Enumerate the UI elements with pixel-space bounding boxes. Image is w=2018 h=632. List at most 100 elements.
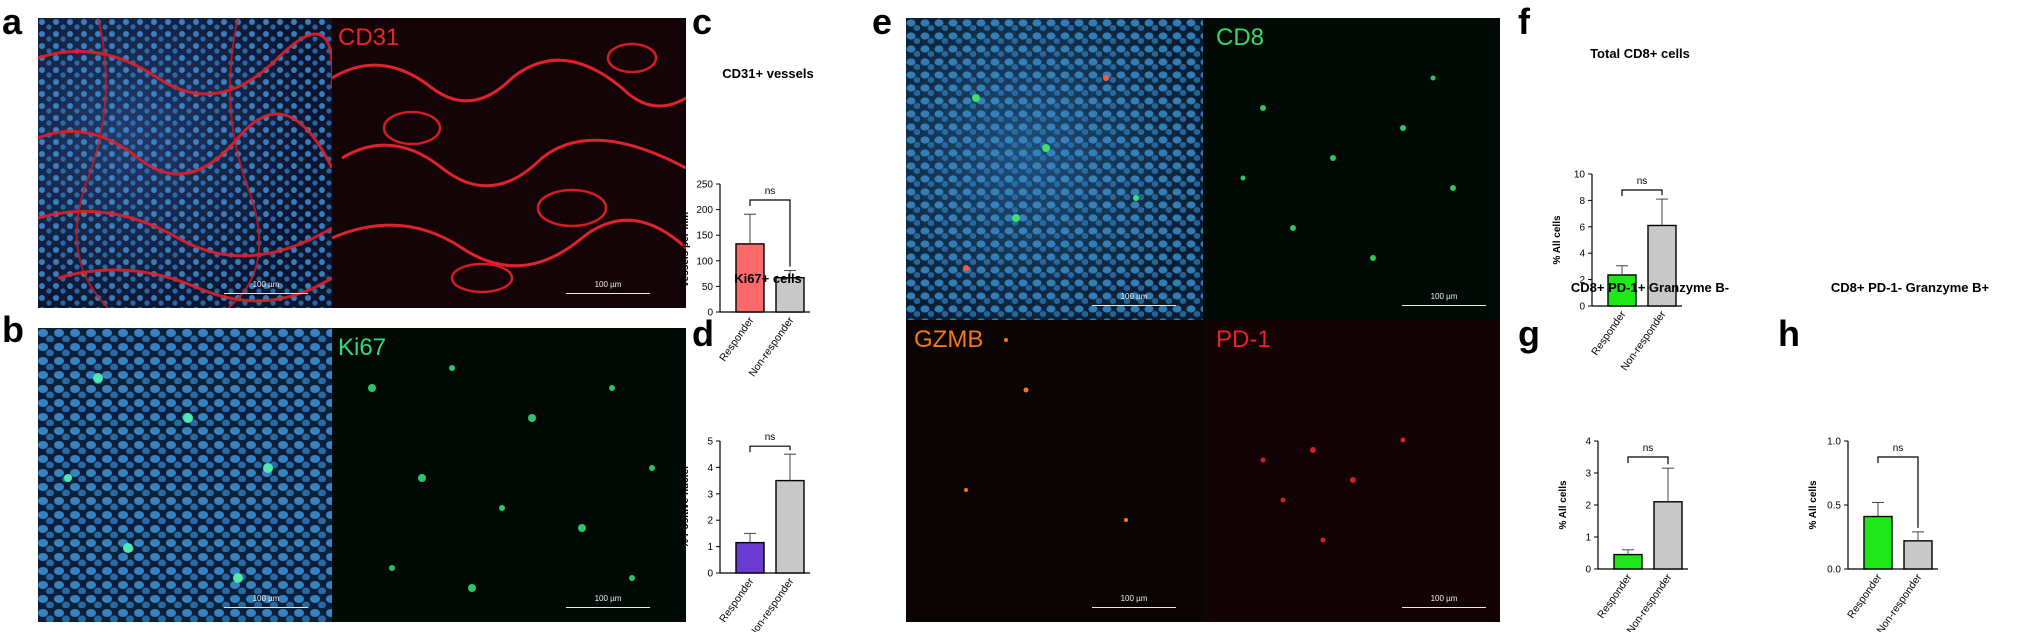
y-tick-label: 50 bbox=[702, 282, 714, 293]
significance-bracket bbox=[1621, 189, 1663, 196]
y-tick-label: 150 bbox=[696, 231, 713, 242]
y-tick-label: 4 bbox=[707, 463, 713, 474]
y-axis-label: % Positive nuclei bbox=[680, 466, 691, 548]
y-tick-label: 10 bbox=[1574, 170, 1586, 181]
merge-quadrant bbox=[906, 18, 1203, 320]
y-tick-label: 0 bbox=[707, 308, 713, 319]
chart-ki67-cells: Ki67+ cells 0 1 2 3 4 5 % Positive nuclei Respon… bbox=[680, 271, 810, 632]
panel-letter-b: b bbox=[2, 309, 24, 350]
bar-non-responder bbox=[775, 276, 805, 313]
y-tick-label: 0 bbox=[707, 569, 713, 580]
bar-non-responder bbox=[1653, 501, 1683, 570]
bar-responder bbox=[735, 541, 765, 574]
cd31-channel-half bbox=[331, 18, 686, 308]
gzmb-texture bbox=[964, 338, 1128, 522]
scale-bar: 100 µm bbox=[1402, 594, 1486, 608]
micrograph-ki67: Ki67 100 µm 100 µm bbox=[38, 328, 686, 622]
y-tick-label: 3 bbox=[1585, 469, 1591, 480]
significance-bracket bbox=[1877, 456, 1919, 528]
panel-letter-d: d bbox=[692, 313, 714, 354]
panel-letter-g: g bbox=[1518, 313, 1540, 354]
panel-letter-h: h bbox=[1778, 313, 1800, 354]
y-tick-label: 2 bbox=[707, 516, 713, 527]
pd1-texture bbox=[1260, 437, 1406, 543]
chart-title: Total CD8+ cells bbox=[1590, 46, 1690, 61]
bar-non-responder bbox=[1647, 224, 1677, 307]
significance-bracket bbox=[749, 199, 791, 267]
cd31-merge-texture bbox=[38, 18, 335, 308]
ki67-channel-half bbox=[332, 328, 686, 622]
scale-bar: 100 µm bbox=[1092, 594, 1176, 608]
merge-texture bbox=[906, 18, 1203, 320]
significance-bracket bbox=[1627, 456, 1669, 465]
chart-cd8-pd1-neg-gzmb: CD8+ PD-1- Granzyme B+ 0.0 0.5 1.0 % All cel… bbox=[1808, 280, 1990, 632]
significance-label: ns bbox=[765, 186, 776, 197]
category-label: Responder bbox=[717, 575, 757, 624]
y-tick-label: 1 bbox=[1585, 533, 1591, 544]
chart-title: CD8+ PD-1+ Granzyme B- bbox=[1571, 280, 1729, 295]
chart-title: CD31+ vessels bbox=[722, 66, 813, 81]
significance-label: ns bbox=[1893, 443, 1904, 454]
significance-label: ns bbox=[1637, 176, 1648, 187]
y-axis-label: % All cells bbox=[1558, 480, 1569, 530]
chart-cd8-pd1-gzmb-neg: CD8+ PD-1+ Granzyme B- 0 1 2 3 4 % All cells Re… bbox=[1558, 280, 1729, 632]
y-tick-label: 6 bbox=[1579, 222, 1585, 233]
stain-label-cd31: CD31 bbox=[338, 24, 400, 51]
scale-bar: 100 µm bbox=[224, 280, 308, 294]
y-tick-label: 0.0 bbox=[1827, 565, 1841, 576]
scale-bar: 100 µm bbox=[566, 280, 650, 294]
cd31-channel-texture bbox=[331, 42, 686, 294]
cd8-quadrant bbox=[1203, 18, 1500, 320]
y-tick-label: 0 bbox=[1585, 565, 1591, 576]
y-tick-label: 2 bbox=[1585, 501, 1591, 512]
y-tick-label: 1 bbox=[707, 542, 713, 553]
merge-half bbox=[38, 328, 332, 622]
y-tick-label: 4 bbox=[1585, 437, 1591, 448]
merge-half bbox=[38, 18, 335, 308]
y-tick-label: 5 bbox=[707, 437, 713, 448]
panel-letter-c: c bbox=[692, 1, 713, 42]
significance-label: ns bbox=[1643, 443, 1654, 454]
y-tick-label: 0 bbox=[1579, 302, 1585, 313]
y-tick-label: 0.5 bbox=[1827, 501, 1841, 512]
cd8-texture bbox=[1240, 75, 1456, 261]
bar-non-responder bbox=[775, 479, 805, 574]
y-axis-label: Vessels per mm² bbox=[680, 208, 691, 288]
panel-letter-f: f bbox=[1518, 1, 1530, 42]
category-label: Responder bbox=[1595, 571, 1635, 620]
y-tick-label: 250 bbox=[696, 180, 713, 191]
significance-bracket bbox=[749, 445, 791, 453]
chart-title: Ki67+ cells bbox=[734, 271, 802, 286]
y-tick-label: 3 bbox=[707, 489, 713, 500]
scale-bar: 100 µm bbox=[224, 594, 308, 608]
chart-title: CD8+ PD-1- Granzyme B+ bbox=[1831, 280, 1990, 295]
y-tick-label: 200 bbox=[696, 205, 713, 216]
category-label: Responder bbox=[1845, 571, 1885, 620]
scale-bar: 100 µm bbox=[1402, 292, 1486, 306]
scale-bar: 100 µm bbox=[566, 594, 650, 608]
bar-responder bbox=[1613, 553, 1643, 570]
pd1-quadrant bbox=[1203, 320, 1500, 622]
panel-letter-a: a bbox=[2, 1, 23, 42]
y-tick-label: 4 bbox=[1579, 249, 1585, 260]
bar-non-responder bbox=[1903, 540, 1933, 570]
micrograph-cd31: CD31 100 µm 100 µm bbox=[38, 18, 686, 308]
stain-label-cd8: CD8 bbox=[1216, 24, 1265, 51]
micrograph-cd8-gzmb-pd1: CD8 GZMB PD-1 100 µm 100 µm 100 µm 100 µ… bbox=[906, 18, 1500, 622]
ki67-merge-texture bbox=[38, 328, 332, 622]
significance-label: ns bbox=[765, 432, 776, 443]
ki67-channel-texture bbox=[368, 365, 655, 592]
y-axis-label: % All cells bbox=[1552, 215, 1563, 265]
panel-letter-e: e bbox=[872, 1, 893, 42]
chart-cd31-vessels: CD31+ vessels 0 50 100 150 200 250 Vessels per … bbox=[680, 66, 814, 379]
y-tick-label: 1.0 bbox=[1827, 437, 1841, 448]
scale-bar: 100 µm bbox=[1092, 292, 1176, 306]
y-tick-label: 100 bbox=[696, 256, 713, 267]
stain-label-gzmb: GZMB bbox=[914, 326, 984, 353]
stain-label-pd1: PD-1 bbox=[1216, 326, 1271, 353]
gzmb-quadrant bbox=[906, 320, 1203, 622]
bar-responder bbox=[1863, 515, 1893, 570]
y-tick-label: 2 bbox=[1579, 275, 1585, 286]
y-axis-label: % All cells bbox=[1808, 480, 1819, 530]
